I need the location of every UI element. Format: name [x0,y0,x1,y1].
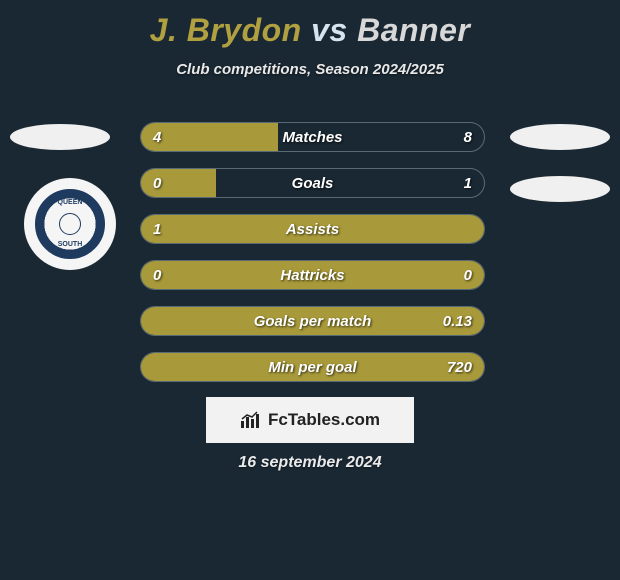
stat-label: Goals per match [141,307,484,335]
stat-label: Goals [141,169,484,197]
stat-label: Matches [141,123,484,151]
stat-label: Min per goal [141,353,484,381]
stat-label: Assists [141,215,484,243]
left-badge-1 [10,124,110,150]
stat-right-value: 0.13 [443,307,472,335]
subtitle: Club competitions, Season 2024/2025 [0,61,620,78]
stat-row: 0Goals1 [140,168,485,198]
stat-row: 4Matches8 [140,122,485,152]
page-title: J. Brydon vs Banner [0,0,620,49]
vs-text: vs [311,12,348,48]
stat-row: 1Assists [140,214,485,244]
date-text: 16 september 2024 [0,454,620,472]
stat-right-value: 8 [464,123,472,151]
fctables-logo: FcTables.com [206,397,414,443]
stat-row: Goals per match0.13 [140,306,485,336]
stat-right-value: 0 [464,261,472,289]
stat-right-value: 720 [447,353,472,381]
stat-right-value: 1 [464,169,472,197]
chart-icon [240,411,262,429]
stat-row: Min per goal720 [140,352,485,382]
stat-label: Hattricks [141,261,484,289]
player2-name: Banner [357,12,470,48]
right-badge-1 [510,124,610,150]
crest-line1: QUEEN [58,199,83,207]
stats-bars: 4Matches80Goals11Assists0Hattricks0Goals… [140,122,485,398]
logo-text: FcTables.com [268,410,380,430]
stat-row: 0Hattricks0 [140,260,485,290]
right-badge-2 [510,176,610,202]
club-crest: QUEEN SOUTH [24,178,116,270]
crest-line3: SOUTH [58,241,83,249]
player1-name: J. Brydon [150,12,302,48]
